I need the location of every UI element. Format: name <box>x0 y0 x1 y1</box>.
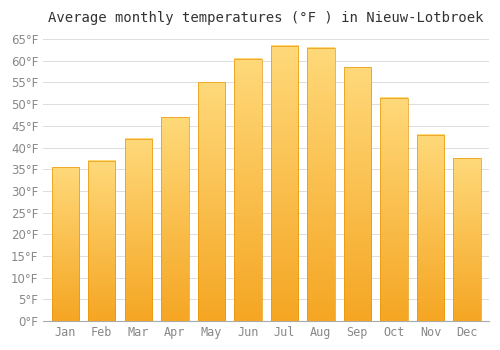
Title: Average monthly temperatures (°F ) in Nieuw-Lotbroek: Average monthly temperatures (°F ) in Ni… <box>48 11 484 25</box>
Bar <box>454 159 480 321</box>
Bar <box>270 46 298 321</box>
Bar <box>380 98 407 321</box>
Bar <box>161 117 188 321</box>
Bar <box>307 48 334 321</box>
Bar <box>344 67 371 321</box>
Bar <box>234 59 262 321</box>
Bar <box>417 134 444 321</box>
Bar <box>124 139 152 321</box>
Bar <box>198 83 225 321</box>
Bar <box>52 167 79 321</box>
Bar <box>88 161 116 321</box>
